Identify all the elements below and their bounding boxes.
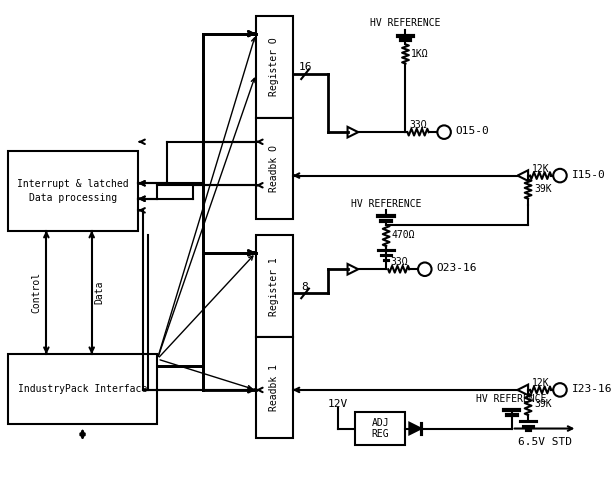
- Text: ADJ: ADJ: [371, 418, 389, 428]
- Text: Readbk O: Readbk O: [269, 145, 279, 192]
- Text: I23-16: I23-16: [571, 384, 612, 394]
- Text: 1KΩ: 1KΩ: [411, 49, 429, 59]
- Text: Register 1: Register 1: [269, 257, 279, 315]
- Text: 39K: 39K: [534, 184, 552, 194]
- Bar: [8, 151, 138, 231]
- Text: Interrupt & latched: Interrupt & latched: [17, 179, 129, 189]
- Text: 8: 8: [302, 282, 309, 292]
- Text: HV REFERENCE: HV REFERENCE: [477, 394, 547, 404]
- Text: 12V: 12V: [328, 399, 348, 409]
- Bar: [256, 118, 293, 219]
- Text: 33Ω: 33Ω: [390, 257, 408, 267]
- Text: Data processing: Data processing: [29, 193, 117, 203]
- Text: 33Ω: 33Ω: [409, 121, 427, 130]
- Text: HV REFERENCE: HV REFERENCE: [351, 199, 421, 209]
- Text: 12K: 12K: [532, 164, 549, 174]
- Bar: [8, 354, 157, 424]
- Polygon shape: [410, 423, 421, 434]
- Text: Data: Data: [95, 281, 105, 304]
- Text: 470Ω: 470Ω: [392, 231, 416, 241]
- Text: Control: Control: [32, 272, 42, 313]
- Bar: [256, 236, 293, 337]
- Text: Register O: Register O: [269, 38, 279, 96]
- Text: Readbk 1: Readbk 1: [269, 364, 279, 411]
- Text: 16: 16: [298, 62, 312, 72]
- Text: 39K: 39K: [534, 399, 552, 409]
- Text: REG: REG: [371, 430, 389, 439]
- Text: 12K: 12K: [532, 378, 549, 388]
- Text: I15-0: I15-0: [571, 170, 605, 180]
- Text: IndustryPack Interface: IndustryPack Interface: [18, 384, 147, 394]
- Text: HV REFERENCE: HV REFERENCE: [370, 18, 441, 28]
- Text: O15-0: O15-0: [456, 126, 490, 136]
- Text: 6.5V STD: 6.5V STD: [518, 437, 573, 447]
- Bar: [355, 412, 405, 445]
- Bar: [256, 337, 293, 438]
- Text: O23-16: O23-16: [437, 263, 477, 273]
- Bar: [256, 16, 293, 118]
